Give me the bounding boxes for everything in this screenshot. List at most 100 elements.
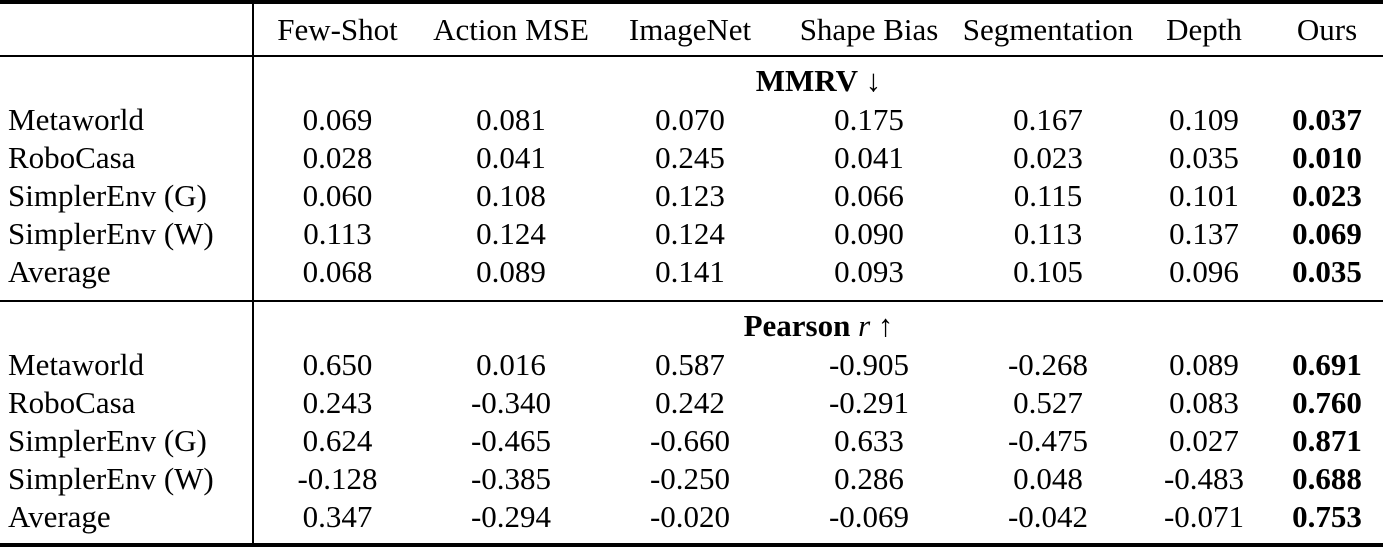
table-row: SimplerEnv (W) 0.113 0.124 0.124 0.090 0.113 0… xyxy=(0,215,1383,253)
value-cell: 0.123 xyxy=(655,178,725,213)
value-cell: 0.068 xyxy=(252,253,421,302)
table-row: RoboCasa 0.028 0.041 0.245 0.041 0.023 0.035 0.… xyxy=(0,139,1383,177)
value-cell: -0.385 xyxy=(470,461,552,496)
value-cell: 0.242 xyxy=(655,385,725,420)
section-title: Pearson r ↑ xyxy=(252,301,1383,346)
column-header-few-shot: Few-Shot xyxy=(252,2,421,57)
value-cell: 0.027 xyxy=(1169,423,1239,458)
value-cell: 0.245 xyxy=(655,140,725,175)
row-label: Average xyxy=(0,253,253,302)
value-cell: -0.465 xyxy=(470,423,552,458)
section-title-part: MMRV xyxy=(755,63,858,98)
value-cell: -0.905 xyxy=(828,347,910,382)
value-cell: 0.083 xyxy=(1169,385,1239,420)
value-cell: 0.096 xyxy=(1137,253,1271,302)
value-cell: 0.347 xyxy=(252,498,421,545)
value-cell: 0.089 xyxy=(1169,347,1239,382)
value-cell: -0.042 xyxy=(1007,499,1089,534)
row-label: SimplerEnv (W) xyxy=(8,216,214,251)
ours-value-cell: 0.010 xyxy=(1292,140,1362,175)
value-cell: -0.128 xyxy=(252,460,421,498)
value-cell: 0.035 xyxy=(1169,140,1239,175)
column-header-empty xyxy=(0,2,253,57)
row-label: SimplerEnv (G) xyxy=(8,178,207,213)
value-cell: 0.624 xyxy=(252,422,421,460)
value-cell: 0.108 xyxy=(476,178,546,213)
table-row: SimplerEnv (G) 0.060 0.108 0.123 0.066 0.115 0… xyxy=(0,177,1383,215)
value-cell: -0.483 xyxy=(1163,461,1245,496)
column-header-segmentation: Segmentation xyxy=(959,2,1137,57)
value-cell: 0.113 xyxy=(252,215,421,253)
value-cell: 0.105 xyxy=(959,253,1137,302)
ours-value-cell: 0.023 xyxy=(1292,178,1362,213)
value-cell: 0.109 xyxy=(1169,102,1239,137)
value-cell: -0.250 xyxy=(649,461,731,496)
ours-value-cell: 0.035 xyxy=(1271,253,1383,302)
value-cell: 0.081 xyxy=(476,102,546,137)
value-cell: 0.089 xyxy=(421,253,601,302)
value-cell: 0.028 xyxy=(252,139,421,177)
ours-value-cell: 0.037 xyxy=(1292,102,1362,137)
ours-value-cell: 0.753 xyxy=(1292,499,1362,534)
value-cell: 0.016 xyxy=(476,347,546,382)
value-cell: -0.660 xyxy=(649,423,731,458)
value-cell: -0.340 xyxy=(470,385,552,420)
value-cell: 0.066 xyxy=(834,178,904,213)
row-label: Metaworld xyxy=(8,102,145,137)
row-label: Metaworld xyxy=(8,347,145,382)
value-cell: 0.587 xyxy=(655,347,725,382)
value-cell: 0.090 xyxy=(834,216,904,251)
value-cell: 0.167 xyxy=(1013,102,1083,137)
ours-value-cell: 0.760 xyxy=(1292,385,1362,420)
value-cell: 0.093 xyxy=(779,253,959,302)
value-cell: -0.294 xyxy=(470,499,552,534)
section-title-row: MMRV ↓ xyxy=(0,56,1383,101)
value-cell: 0.633 xyxy=(834,423,904,458)
section-title-row: Pearson r ↑ xyxy=(0,301,1383,346)
value-cell: 0.527 xyxy=(1013,385,1083,420)
table-row: RoboCasa 0.243 -0.340 0.242 -0.291 0.527 0.083… xyxy=(0,384,1383,422)
value-cell: 0.124 xyxy=(655,216,725,251)
value-cell: 0.048 xyxy=(1013,461,1083,496)
value-cell: 0.041 xyxy=(476,140,546,175)
table-row: Metaworld 0.650 0.016 0.587 -0.905 -0.268 0.08… xyxy=(0,346,1383,384)
ours-value-cell: 0.871 xyxy=(1292,423,1362,458)
ours-value-cell: 0.069 xyxy=(1292,216,1362,251)
value-cell: 0.023 xyxy=(1013,140,1083,175)
value-cell: 0.243 xyxy=(252,384,421,422)
value-cell: -0.475 xyxy=(1007,423,1089,458)
value-cell: 0.141 xyxy=(601,253,779,302)
value-cell: 0.041 xyxy=(834,140,904,175)
value-cell: 0.137 xyxy=(1169,216,1239,251)
section-title-part: r xyxy=(858,308,871,343)
row-label: SimplerEnv (G) xyxy=(8,423,207,458)
section-title-part: ↓ xyxy=(865,63,882,98)
column-header-ours: Ours xyxy=(1271,2,1383,57)
row-label: RoboCasa xyxy=(8,385,136,420)
value-cell: 0.175 xyxy=(834,102,904,137)
value-cell: -0.268 xyxy=(1007,347,1089,382)
value-cell: 0.286 xyxy=(834,461,904,496)
section-title-part: ↑ xyxy=(877,308,894,343)
value-cell: -0.071 xyxy=(1163,499,1245,534)
column-header-depth: Depth xyxy=(1137,2,1271,57)
value-cell: 0.124 xyxy=(476,216,546,251)
table-row: Metaworld 0.069 0.081 0.070 0.175 0.167 0.109 0… xyxy=(0,101,1383,139)
row-label: Average xyxy=(8,499,111,534)
value-cell: 0.650 xyxy=(252,346,421,384)
value-cell: -0.069 xyxy=(828,499,910,534)
value-cell: 0.113 xyxy=(1013,216,1083,251)
table-row: Average 0.347 -0.294 -0.020 -0.069 -0.042 -0.0… xyxy=(0,498,1383,545)
ours-value-cell: 0.691 xyxy=(1292,347,1362,382)
value-cell: 0.101 xyxy=(1169,178,1239,213)
value-cell: 0.070 xyxy=(655,102,725,137)
row-label: RoboCasa xyxy=(8,140,136,175)
section-title: MMRV ↓ xyxy=(252,56,1383,101)
value-cell: -0.291 xyxy=(828,385,910,420)
column-header-shape-bias: Shape Bias xyxy=(779,2,959,57)
value-cell: 0.069 xyxy=(252,101,421,139)
column-header-action-mse: Action MSE xyxy=(421,2,601,57)
ours-value-cell: 0.688 xyxy=(1292,461,1362,496)
